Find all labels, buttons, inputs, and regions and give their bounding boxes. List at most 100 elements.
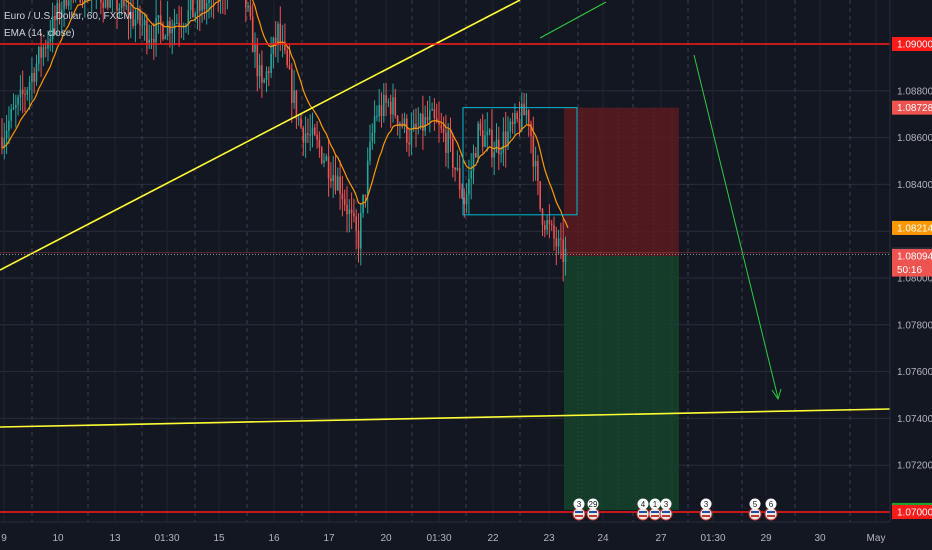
price-tag-bg xyxy=(892,262,932,277)
price-tag-label: 1.08728 xyxy=(897,103,932,114)
flag-stripe xyxy=(575,511,583,513)
time-tick-label: 27 xyxy=(655,533,667,544)
candle-body xyxy=(208,0,210,4)
candle-body xyxy=(26,90,29,95)
candle-body xyxy=(454,167,456,170)
event-marker-5[interactable]: 3 xyxy=(699,498,713,521)
candle-body xyxy=(509,121,512,132)
candle-body xyxy=(350,209,353,214)
event-marker-4[interactable]: 3 xyxy=(659,498,673,521)
flag-stripe xyxy=(639,511,647,513)
candle-body xyxy=(56,3,58,21)
candle-body xyxy=(203,0,206,10)
event-marker-0[interactable]: 3 xyxy=(572,498,586,521)
time-tick-label: 13 xyxy=(109,533,121,544)
candle-body xyxy=(153,39,155,43)
candle-body xyxy=(182,27,185,29)
candle-body xyxy=(189,0,192,11)
candle-body xyxy=(157,15,160,18)
candle-body xyxy=(511,121,514,125)
candle-body xyxy=(376,115,378,117)
candle-body xyxy=(433,108,436,119)
indicator-label[interactable]: EMA (14, close) xyxy=(4,28,75,39)
candle-body xyxy=(353,213,355,217)
price-axis[interactable]: 1.090001.088001.086001.084001.082001.080… xyxy=(889,0,932,550)
candle-body xyxy=(196,0,199,14)
candle-body xyxy=(332,175,334,182)
candle-body xyxy=(500,152,502,155)
event-marker-1[interactable]: 29 xyxy=(586,498,600,521)
candle-body xyxy=(130,11,132,19)
candle-body xyxy=(564,248,567,262)
candle-body xyxy=(357,231,360,249)
candle-body xyxy=(334,175,337,191)
candle-body xyxy=(143,20,146,25)
candle-body xyxy=(199,0,201,11)
candle-body xyxy=(346,204,348,215)
candle-body xyxy=(541,209,544,226)
time-axis[interactable]: 9 10 13 01:30 15 16 17 20 01:30 22 23 24 27 01:30 29 30… xyxy=(0,521,932,550)
marker-count: 3 xyxy=(577,500,582,509)
candle-body xyxy=(297,118,300,120)
time-tick-label: 20 xyxy=(380,533,392,544)
price-tag-label: 1.07000 xyxy=(897,508,932,519)
candle-body xyxy=(49,39,52,42)
candle-body xyxy=(63,0,65,10)
candle-body xyxy=(284,41,286,51)
event-marker-3[interactable]: 1 xyxy=(648,498,662,521)
candle-body xyxy=(442,128,445,133)
flag-stripe xyxy=(651,515,659,517)
time-tick-label: 9 xyxy=(1,533,7,544)
candle-body xyxy=(192,0,194,18)
candle-body xyxy=(102,2,104,8)
candle-body xyxy=(518,119,521,130)
event-marker-7[interactable]: 6 xyxy=(764,498,778,521)
candle-body xyxy=(171,29,173,34)
candle-body xyxy=(3,138,6,149)
horizontal-levels[interactable] xyxy=(0,43,890,513)
price-tag-5: 50:16 xyxy=(892,262,932,277)
price-tick-label: 1.08400 xyxy=(897,180,932,191)
candle-body xyxy=(127,5,130,19)
time-tick-label: 01:30 xyxy=(426,533,451,544)
candle-body xyxy=(396,116,399,126)
price-tag-4: 1.08094 xyxy=(892,249,932,264)
flag-icon xyxy=(659,507,673,521)
candle-body xyxy=(291,68,293,103)
candle-body xyxy=(5,130,8,139)
marker-count: 6 xyxy=(769,500,774,509)
event-marker-2[interactable]: 4 xyxy=(636,498,650,521)
candle-body xyxy=(270,53,272,73)
candle-body xyxy=(468,178,470,195)
position-zones[interactable] xyxy=(564,107,679,510)
event-markers[interactable]: 3 29 4 1 3 3 5 6 xyxy=(572,498,778,521)
time-tick-label: 17 xyxy=(323,533,335,544)
price-tag-label: 1.08214 xyxy=(897,223,932,234)
candle-body xyxy=(410,129,413,145)
candle-body xyxy=(514,112,516,125)
candle-body xyxy=(173,23,176,30)
marker-count: 29 xyxy=(589,500,598,509)
candle-body xyxy=(330,178,332,182)
candle-body xyxy=(245,0,247,8)
flag-icon xyxy=(636,507,650,521)
candle-body xyxy=(431,108,433,111)
candle-body xyxy=(553,224,555,239)
candle-body xyxy=(456,168,459,170)
symbol-title[interactable]: Euro / U.S. Dollar, 60, FXCM xyxy=(4,11,132,22)
event-marker-6[interactable]: 5 xyxy=(748,498,762,521)
candle-body xyxy=(532,135,535,167)
candle-body xyxy=(35,63,38,82)
candle-body xyxy=(116,0,118,11)
candle-body xyxy=(449,129,452,139)
candle-body xyxy=(403,118,406,127)
candle-body xyxy=(79,0,81,3)
candle-body xyxy=(258,65,261,77)
marker-badge xyxy=(749,498,761,510)
candle-body xyxy=(463,197,466,205)
forecast-arrow-head xyxy=(771,388,782,401)
candle-body xyxy=(81,2,84,4)
drawings-layer[interactable] xyxy=(0,0,891,428)
time-tick-label: 30 xyxy=(814,533,826,544)
